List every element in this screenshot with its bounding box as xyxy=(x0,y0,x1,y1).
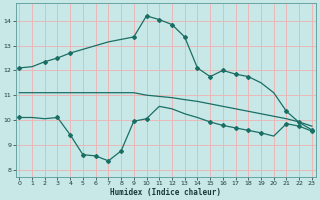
X-axis label: Humidex (Indice chaleur): Humidex (Indice chaleur) xyxy=(110,188,221,197)
